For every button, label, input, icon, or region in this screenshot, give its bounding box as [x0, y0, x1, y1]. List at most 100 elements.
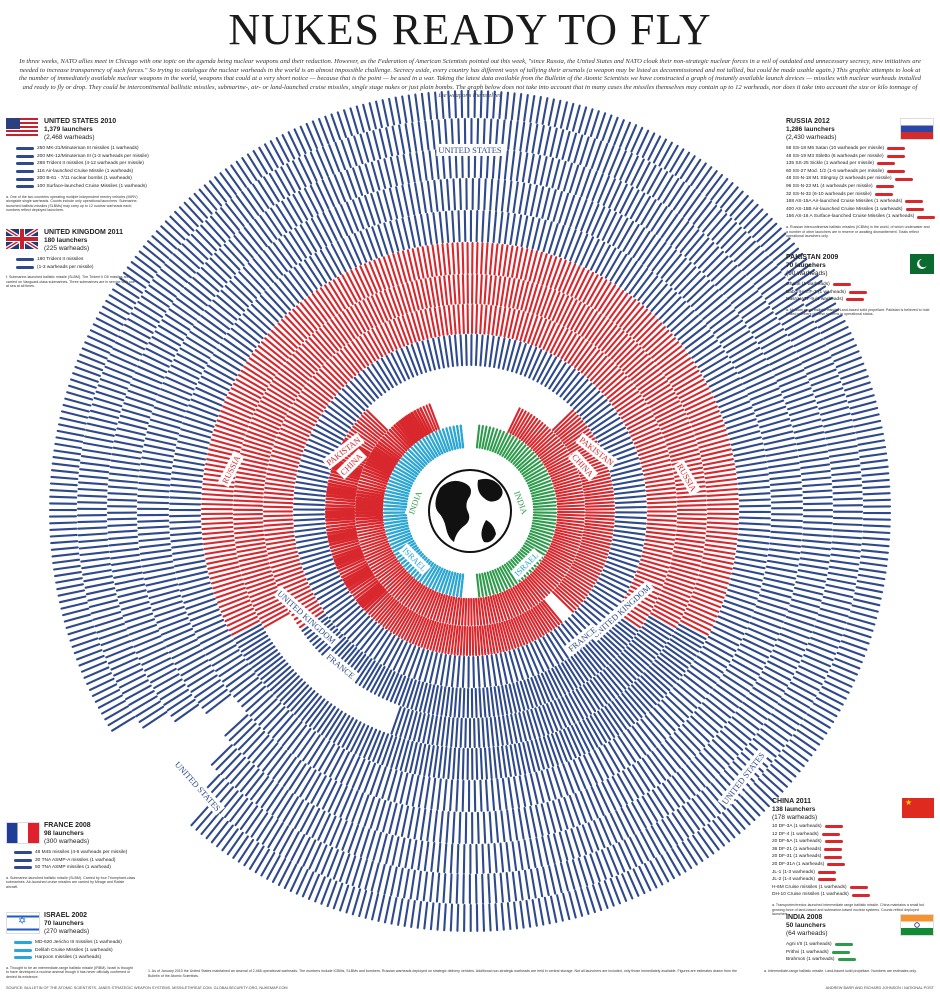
- missile-mark-usa: [432, 212, 439, 245]
- missile-mark-russia: [530, 608, 548, 635]
- missile-mark-usa: [383, 222, 394, 254]
- missile-mark-russia: [456, 625, 462, 656]
- missile-icon: [16, 170, 34, 174]
- missile-mark-india: [521, 460, 542, 476]
- ring-label-background: [575, 432, 618, 470]
- missile-mark-russia: [547, 549, 573, 564]
- missile-mark-usa: [57, 423, 86, 431]
- missile-mark-usa: [333, 785, 348, 816]
- missile-mark-russia: [269, 383, 296, 401]
- missile-mark-usa: [821, 685, 847, 700]
- missile-mark-usa: [315, 182, 330, 210]
- missile-mark-russia: [393, 424, 413, 447]
- missile-mark-usa: [291, 160, 307, 188]
- missile-mark-russia: [363, 263, 378, 294]
- missile-mark-usa: [857, 439, 886, 446]
- missile-mark-usa: [832, 497, 863, 501]
- missile-mark-pakistan: [354, 422, 379, 442]
- missile-mark-usa: [485, 654, 492, 687]
- missile-mark-israel: [448, 426, 457, 450]
- missile-mark-usa: [717, 816, 736, 839]
- missile-mark-usa: [382, 801, 392, 833]
- missile-mark-russia: [362, 299, 378, 327]
- missile-mark-usa: [436, 842, 442, 873]
- missile-mark-usa: [797, 569, 828, 577]
- missile-mark-usa: [237, 681, 263, 703]
- missile-mark-usa: [132, 377, 161, 390]
- missile-mark-usa: [390, 897, 398, 925]
- missile-mark-usa: [591, 589, 619, 608]
- missile-mark-usa: [623, 264, 644, 291]
- missile-mark-pakistan: [584, 522, 615, 528]
- missile-mark-israel: [431, 567, 444, 590]
- missile-mark-china: [540, 444, 565, 462]
- missile-mark-usa: [390, 866, 398, 897]
- missile-mark-usa: [770, 487, 803, 492]
- missile-mark-russia: [451, 596, 458, 625]
- missile-mark-usa: [668, 691, 694, 714]
- missile-mark-usa: [694, 344, 722, 364]
- missile-mark-usa: [786, 687, 814, 703]
- missile-mark-usa: [710, 260, 734, 282]
- missile-mark-russia: [551, 540, 578, 552]
- missile-mark-usa: [542, 221, 553, 253]
- missile-mark-uk: [397, 677, 410, 706]
- missile-mark-usa: [77, 494, 108, 498]
- missile-mark-russia: [322, 365, 345, 388]
- missile-mark-usa: [292, 513, 326, 517]
- missile-mark-usa: [233, 235, 254, 259]
- missile-mark-usa: [737, 539, 770, 545]
- missile-mark-usa: [323, 746, 341, 775]
- missile-mark-israel: [445, 427, 454, 451]
- missile-mark-usa: [705, 786, 727, 810]
- missile-mark-usa: [418, 649, 430, 681]
- missile-mark-russia: [630, 423, 658, 438]
- missile-mark-usa: [646, 283, 668, 309]
- missile-mark-usa: [84, 341, 111, 354]
- missile-mark-pakistan: [584, 497, 615, 503]
- missile-mark-russia: [243, 439, 273, 450]
- legend-india-item: Brahmos (1 warheads): [786, 956, 934, 964]
- missile-mark-usa: [200, 812, 220, 836]
- missile-mark-usa: [389, 156, 398, 187]
- missile-mark-usa: [608, 741, 626, 770]
- missile-mark-usa: [280, 166, 296, 194]
- missile-mark-usa: [832, 522, 863, 527]
- missile-mark-usa: [603, 880, 615, 907]
- legend-china-item: JL-2 (1-4 warheads): [772, 876, 934, 884]
- missile-mark-usa: [149, 418, 181, 430]
- missile-mark-russia: [263, 500, 294, 505]
- missile-mark-usa: [119, 277, 143, 294]
- missile-mark-usa: [453, 334, 459, 367]
- missile-mark-usa: [391, 125, 400, 156]
- legend-item-label: (1-3 warheads per missile): [37, 264, 94, 270]
- missile-mark-usa: [138, 543, 171, 549]
- missile-mark-pakistan: [584, 519, 615, 525]
- missile-mark-usa: [492, 90, 496, 119]
- missile-mark-usa: [463, 209, 467, 243]
- legend-india-launchers: 50 launchers: [786, 922, 826, 929]
- missile-mark-usa: [647, 135, 662, 161]
- missile-mark-usa: [216, 824, 234, 848]
- missile-mark-usa: [781, 749, 805, 768]
- missile-mark-usa: [269, 669, 295, 692]
- missile-mark-usa: [706, 366, 735, 383]
- missile-mark-russia: [361, 471, 389, 483]
- missile-mark-usa: [676, 771, 696, 796]
- missile-mark-pakistan: [584, 494, 615, 500]
- missile-mark-russia: [516, 583, 533, 608]
- missile-mark-usa: [169, 520, 202, 524]
- missile-mark-russia: [638, 322, 663, 346]
- legend-russia-launchers: 1,286 launchers: [786, 126, 835, 133]
- missile-mark-usa: [294, 531, 327, 539]
- missile-mark-pakistan: [581, 539, 611, 549]
- missile-mark-usa: [649, 860, 664, 886]
- missile-mark-france: [485, 717, 490, 748]
- missile-mark-russia: [486, 624, 493, 655]
- missile-mark-usa: [146, 431, 178, 441]
- missile-mark-usa: [836, 651, 863, 664]
- missile-mark-usa: [308, 438, 338, 453]
- missile-mark-russia: [479, 304, 483, 335]
- missile-mark-usa: [312, 703, 333, 730]
- missile-mark-russia: [357, 487, 385, 495]
